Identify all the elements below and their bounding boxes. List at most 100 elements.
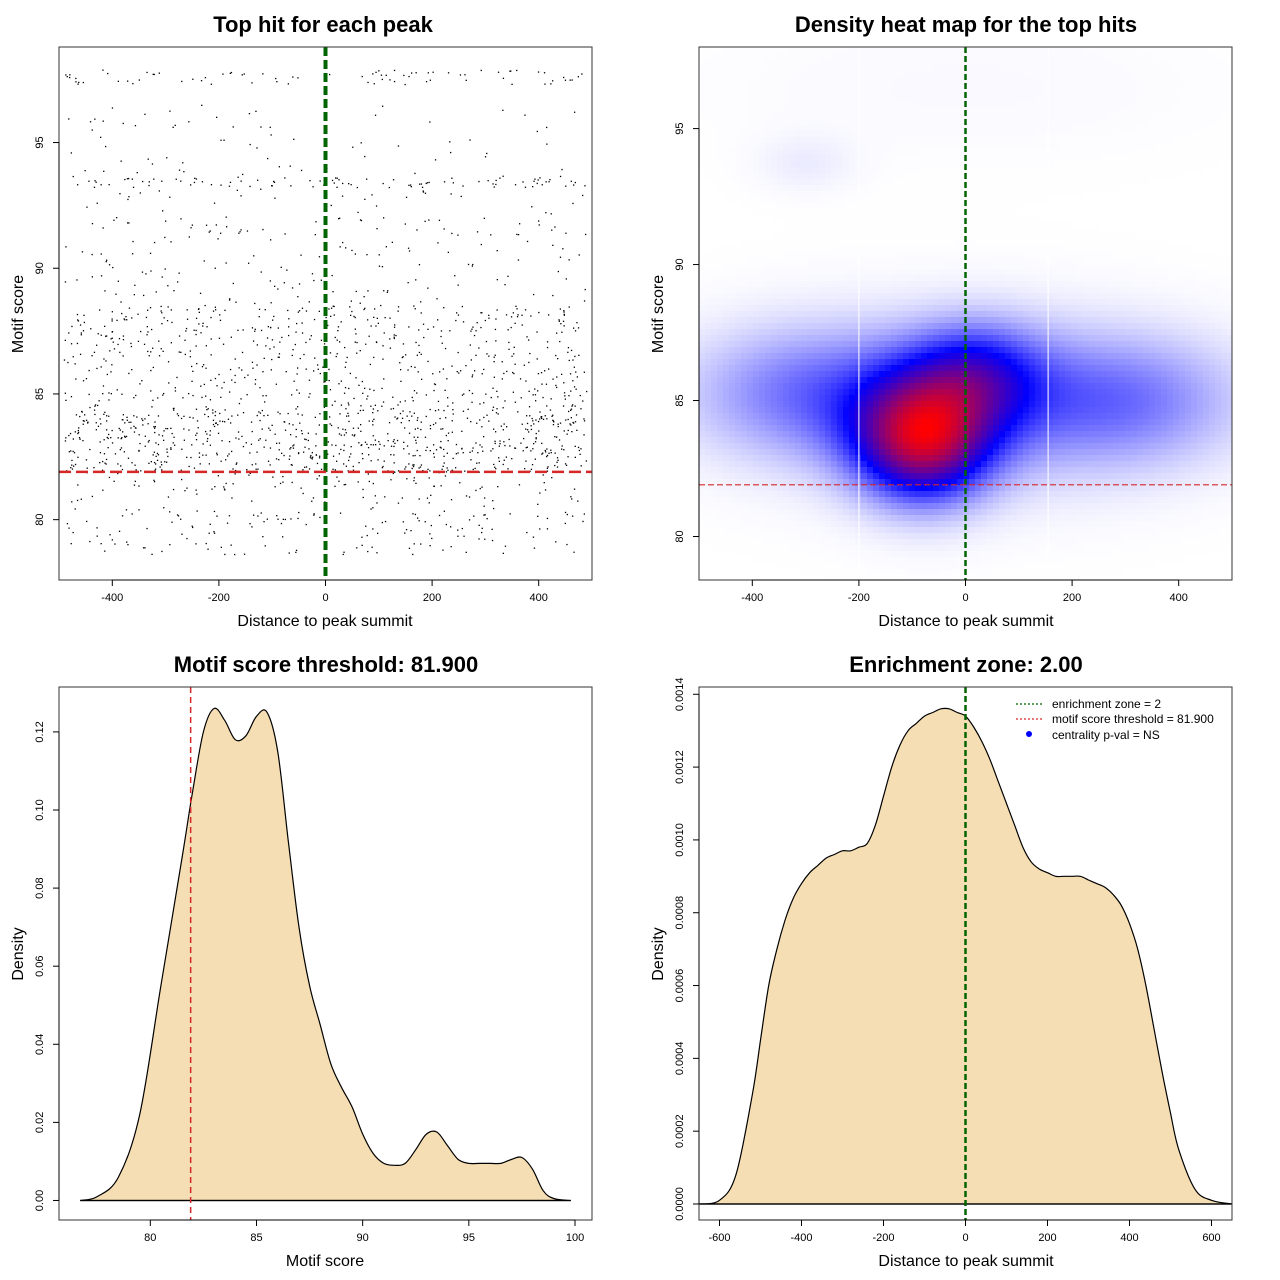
data-point	[273, 180, 275, 183]
heatmap-cell	[873, 137, 880, 144]
heatmap-cell	[1215, 59, 1222, 66]
data-point	[577, 76, 579, 78]
heatmap-cell	[1149, 83, 1156, 90]
data-point	[283, 282, 285, 284]
data-point	[497, 413, 499, 415]
data-point	[178, 351, 180, 353]
data-point	[209, 434, 211, 436]
data-point	[545, 212, 547, 214]
heatmap-cell	[1203, 143, 1210, 150]
heatmap-cell	[795, 215, 802, 222]
heatmap-cell	[933, 221, 940, 228]
heatmap-cell	[933, 77, 940, 84]
heatmap-cell	[771, 131, 778, 138]
heatmap-cell	[723, 107, 730, 114]
heatmap-cell	[1173, 119, 1180, 126]
heatmap-cell	[1227, 191, 1232, 198]
heatmap-cell	[1029, 173, 1036, 180]
data-point	[408, 326, 410, 328]
heatmap-cell	[1011, 101, 1018, 108]
heatmap-cell	[1107, 89, 1114, 96]
data-point	[156, 452, 159, 455]
data-point	[476, 322, 478, 324]
data-point	[99, 418, 101, 420]
heatmap-cell	[753, 89, 760, 96]
data-point	[215, 224, 217, 226]
data-point	[290, 434, 292, 436]
heatmap-cell	[765, 227, 772, 234]
data-point	[531, 464, 534, 466]
heatmap-cell	[1035, 83, 1042, 90]
data-point	[486, 414, 488, 416]
heatmap-cell	[759, 149, 766, 156]
data-point	[161, 323, 163, 325]
heatmap-cell	[1173, 203, 1180, 210]
heatmap-cell	[1077, 215, 1084, 222]
data-point	[278, 166, 280, 168]
heatmap-cell	[723, 119, 730, 126]
heatmap-cell	[759, 191, 766, 198]
data-point	[124, 435, 126, 437]
data-point	[301, 307, 304, 309]
heatmap-cell	[891, 161, 898, 168]
heatmap-cell	[873, 59, 880, 66]
data-point	[180, 417, 183, 420]
data-point	[158, 340, 160, 342]
heatmap-cell	[777, 215, 784, 222]
data-point	[289, 448, 291, 450]
heatmap-cell	[771, 221, 778, 228]
data-point	[469, 139, 471, 141]
data-point	[265, 345, 267, 347]
heatmap-cell	[1167, 59, 1174, 66]
heatmap-cell	[699, 131, 706, 138]
heatmap-cell	[915, 143, 922, 150]
data-point	[254, 302, 256, 305]
data-point	[329, 352, 332, 354]
heatmap-cell	[867, 47, 874, 54]
heatmap-cell	[981, 209, 988, 216]
heatmap-cell	[1197, 191, 1204, 198]
heatmap-cell	[813, 113, 820, 120]
heatmap-cell	[1017, 83, 1024, 90]
heatmap-cell	[1035, 197, 1042, 204]
heatmap-cell	[1113, 107, 1120, 114]
heatmap-cell	[1143, 179, 1150, 186]
heatmap-cell	[855, 143, 862, 150]
data-point	[217, 424, 219, 426]
heatmap-cell	[951, 233, 958, 240]
data-point	[537, 390, 539, 392]
heatmap-cell	[1125, 53, 1132, 60]
heatmap-cell	[777, 119, 784, 126]
heatmap-cell	[1101, 113, 1108, 120]
heatmap-cell	[843, 53, 850, 60]
data-point	[550, 452, 552, 454]
heatmap-cell	[831, 131, 838, 138]
heatmap-cell	[891, 191, 898, 198]
data-point	[509, 513, 511, 515]
heatmap-cell	[699, 227, 706, 234]
heatmap-cell	[723, 95, 730, 102]
heatmap-cell	[777, 47, 784, 54]
heatmap-cell	[717, 59, 724, 66]
data-point	[345, 247, 347, 249]
data-point	[195, 317, 198, 319]
heatmap-cell	[795, 203, 802, 210]
heatmap-cell	[789, 131, 796, 138]
data-point	[149, 252, 152, 254]
heatmap-cell	[1053, 185, 1060, 192]
heatmap-cell	[1131, 191, 1138, 198]
heatmap-cell	[969, 191, 976, 198]
heatmap-cell	[843, 149, 850, 156]
data-point	[207, 548, 209, 550]
data-point	[335, 177, 337, 179]
data-point	[352, 146, 354, 148]
data-point	[344, 429, 347, 431]
heatmap-cell	[1029, 137, 1036, 144]
data-point	[348, 456, 351, 458]
heatmap-cell	[801, 131, 808, 138]
data-point	[163, 317, 165, 319]
heatmap-cell	[855, 53, 862, 60]
heatmap-cell	[957, 215, 964, 222]
data-point	[554, 436, 556, 438]
data-point	[378, 441, 380, 443]
